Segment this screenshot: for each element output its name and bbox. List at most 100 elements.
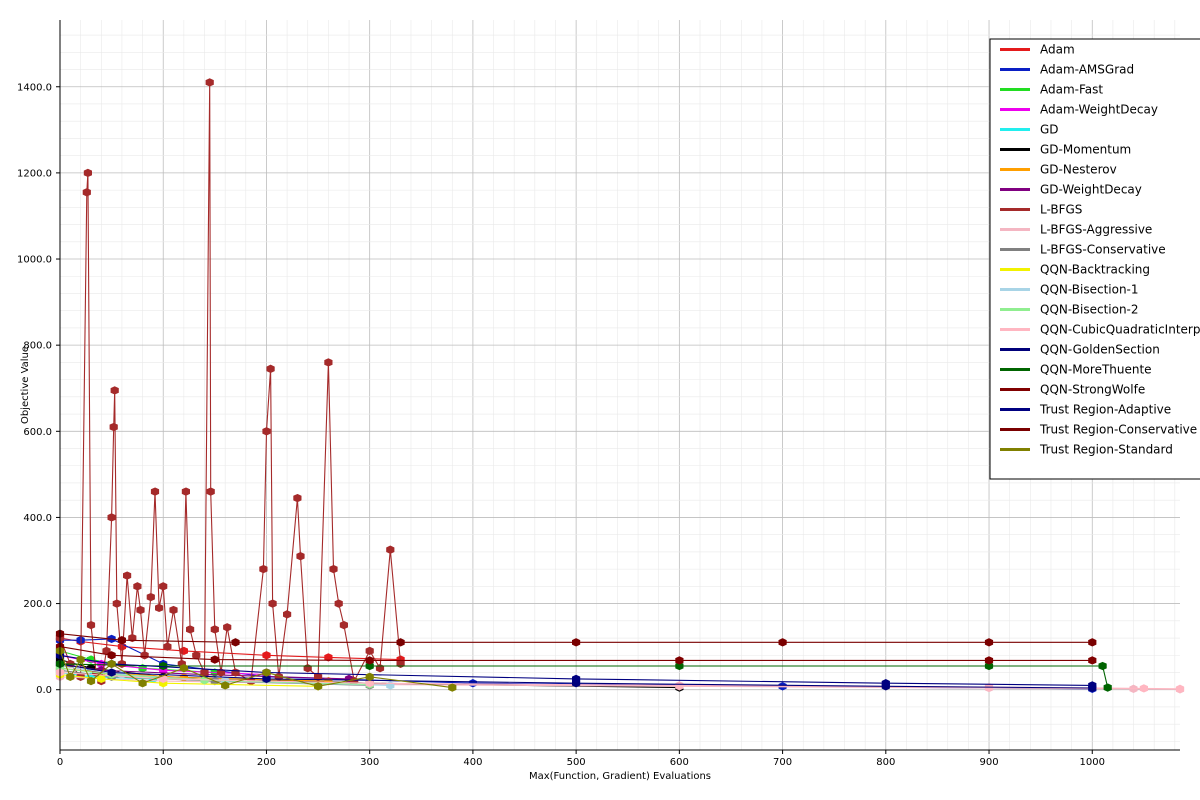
tick-labels: 0 100 200 300 400 500 600 700 800 900 1000 0.0 200.0… (17, 82, 1105, 768)
x-tick-label: 600 (670, 757, 689, 768)
data-point (314, 672, 323, 681)
data-point (266, 364, 275, 373)
data-point (572, 638, 581, 647)
series-line (59, 674, 319, 687)
legend-entry: GD-Nesterov (1040, 163, 1117, 177)
data-point (262, 651, 271, 660)
data-point (1088, 681, 1097, 690)
y-tick-label: 200.0 (23, 599, 52, 610)
data-point (107, 651, 116, 660)
series-qqn-strongwolfe (55, 642, 1097, 665)
x-tick-label: 500 (567, 757, 586, 768)
data-point (293, 493, 302, 503)
data-point (155, 603, 164, 613)
x-axis-label: Max(Function, Gradient) Evaluations (529, 771, 711, 782)
data-point (984, 638, 994, 647)
data-point (334, 599, 343, 608)
data-point (107, 513, 116, 522)
x-tick-label: 100 (154, 757, 173, 768)
data-point (675, 656, 684, 665)
data-point (140, 651, 149, 660)
data-point (1088, 656, 1097, 665)
data-point (314, 682, 323, 691)
data-point (339, 620, 348, 630)
legend-entry: GD-Momentum (1040, 143, 1131, 157)
series-qqn-cubicquadraticinterpolation (55, 668, 1185, 693)
data-point (179, 646, 188, 656)
y-tick-label: 400.0 (23, 513, 52, 524)
data-point (283, 610, 292, 619)
legend-entry: QQN-Backtracking (1040, 263, 1150, 277)
data-point (223, 623, 232, 632)
data-point (82, 188, 91, 197)
data-point (110, 386, 119, 395)
y-tick-label: 800.0 (23, 341, 52, 352)
data-point (231, 668, 240, 677)
data-point (365, 656, 374, 665)
legend-entry: Trust Region-Standard (1039, 443, 1173, 457)
data-point (138, 679, 147, 688)
legend: Adam Adam-AMSGrad Adam-Fast Adam-WeightDeca… (989, 38, 1200, 480)
data-point (365, 679, 374, 688)
legend-entry: QQN-GoldenSection (1040, 343, 1160, 357)
data-point (396, 638, 405, 647)
legend-entry: Adam-Fast (1040, 83, 1103, 97)
legend-entry: L-BFGS (1040, 203, 1082, 217)
x-tick-label: 300 (360, 757, 379, 768)
data-point (169, 605, 178, 615)
data-point (1175, 684, 1185, 693)
axes (59, 20, 1180, 751)
series-line (59, 633, 1093, 643)
x-tick-label: 700 (773, 757, 792, 768)
x-tick-label: 1000 (1080, 757, 1105, 768)
legend-entry: QQN-MoreThuente (1040, 363, 1152, 377)
data-point (123, 571, 132, 580)
data-point (365, 661, 374, 671)
data-point (231, 638, 240, 647)
y-tick-label: 0.0 (36, 685, 52, 696)
data-point (984, 661, 994, 671)
data-point (146, 592, 155, 602)
data-point (296, 552, 305, 561)
y-tick-label: 1400.0 (17, 82, 52, 93)
data-point (365, 646, 374, 656)
data-point (133, 582, 142, 591)
data-point (86, 620, 96, 630)
data-point (159, 582, 168, 591)
data-point (210, 625, 219, 634)
series-qqn-morethuente (55, 659, 1112, 692)
x-tick-label: 0 (57, 757, 63, 768)
legend-entry: Adam (1040, 43, 1075, 57)
data-point (128, 633, 137, 643)
legend-entry: QQN-CubicQuadraticInterpolation (1040, 323, 1200, 337)
data-point (448, 683, 457, 692)
data-point (66, 672, 75, 681)
series-layer (55, 78, 1185, 694)
legend-entry: QQN-Bisection-1 (1040, 283, 1139, 297)
y-axis-label: Objective Value (20, 346, 31, 424)
data-point (1139, 684, 1148, 693)
data-point (117, 636, 126, 645)
data-point (107, 659, 116, 669)
legend-entry: Adam-WeightDecay (1040, 103, 1158, 117)
x-tick-label: 800 (876, 757, 895, 768)
data-point (386, 545, 395, 554)
legend-box (989, 38, 1200, 480)
x-tick-label: 900 (979, 757, 998, 768)
legend-entry: QQN-Bisection-2 (1040, 303, 1139, 317)
data-point (97, 674, 106, 684)
data-point (206, 487, 215, 496)
data-point (109, 422, 118, 432)
data-point (163, 642, 172, 651)
data-point (324, 653, 333, 662)
data-point (572, 674, 581, 684)
data-point (778, 638, 787, 647)
legend-entry: QQN-StrongWolfe (1040, 383, 1145, 397)
legend-entry: Trust Region-Adaptive (1039, 403, 1171, 417)
y-tick-label: 600.0 (23, 427, 52, 438)
data-point (192, 651, 201, 660)
data-point (186, 625, 195, 634)
data-point (1098, 661, 1107, 671)
data-point (181, 487, 190, 496)
